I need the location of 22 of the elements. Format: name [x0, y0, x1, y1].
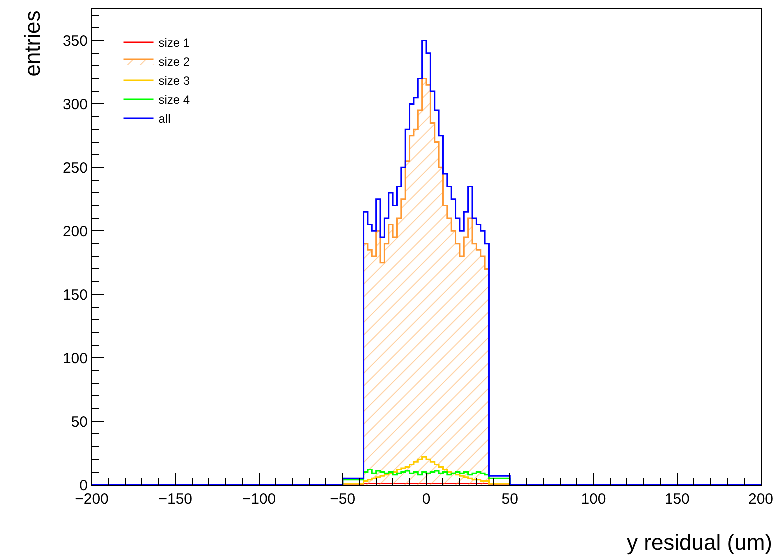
y-tick-label: 350 — [62, 32, 88, 50]
x-axis-title: y residual (um) — [627, 530, 772, 555]
x-tick-label: 50 — [502, 491, 518, 508]
x-tick-label: −50 — [330, 491, 356, 508]
x-tick-label: 150 — [664, 491, 690, 508]
x-tick-label: 100 — [581, 491, 606, 508]
y-tick-label: 300 — [62, 96, 88, 114]
y-tick-label: 250 — [62, 160, 88, 177]
y-tick-label: 200 — [62, 223, 88, 240]
y-axis-title: entries — [20, 10, 45, 77]
legend-label: size 1 — [158, 36, 190, 50]
legend-label: size 4 — [158, 93, 190, 108]
y-tick-label: 100 — [62, 350, 88, 368]
y-tick-label: 50 — [71, 414, 88, 431]
x-tick-label: −100 — [242, 491, 276, 508]
legend-label: size 2 — [158, 55, 190, 70]
legend-label: size 3 — [158, 74, 190, 88]
x-tick-label: 0 — [422, 491, 431, 508]
x-tick-label: −150 — [158, 491, 193, 508]
legend-label: all — [158, 112, 171, 126]
x-tick-label: 200 — [748, 491, 774, 508]
y-tick-label: 150 — [62, 286, 88, 304]
